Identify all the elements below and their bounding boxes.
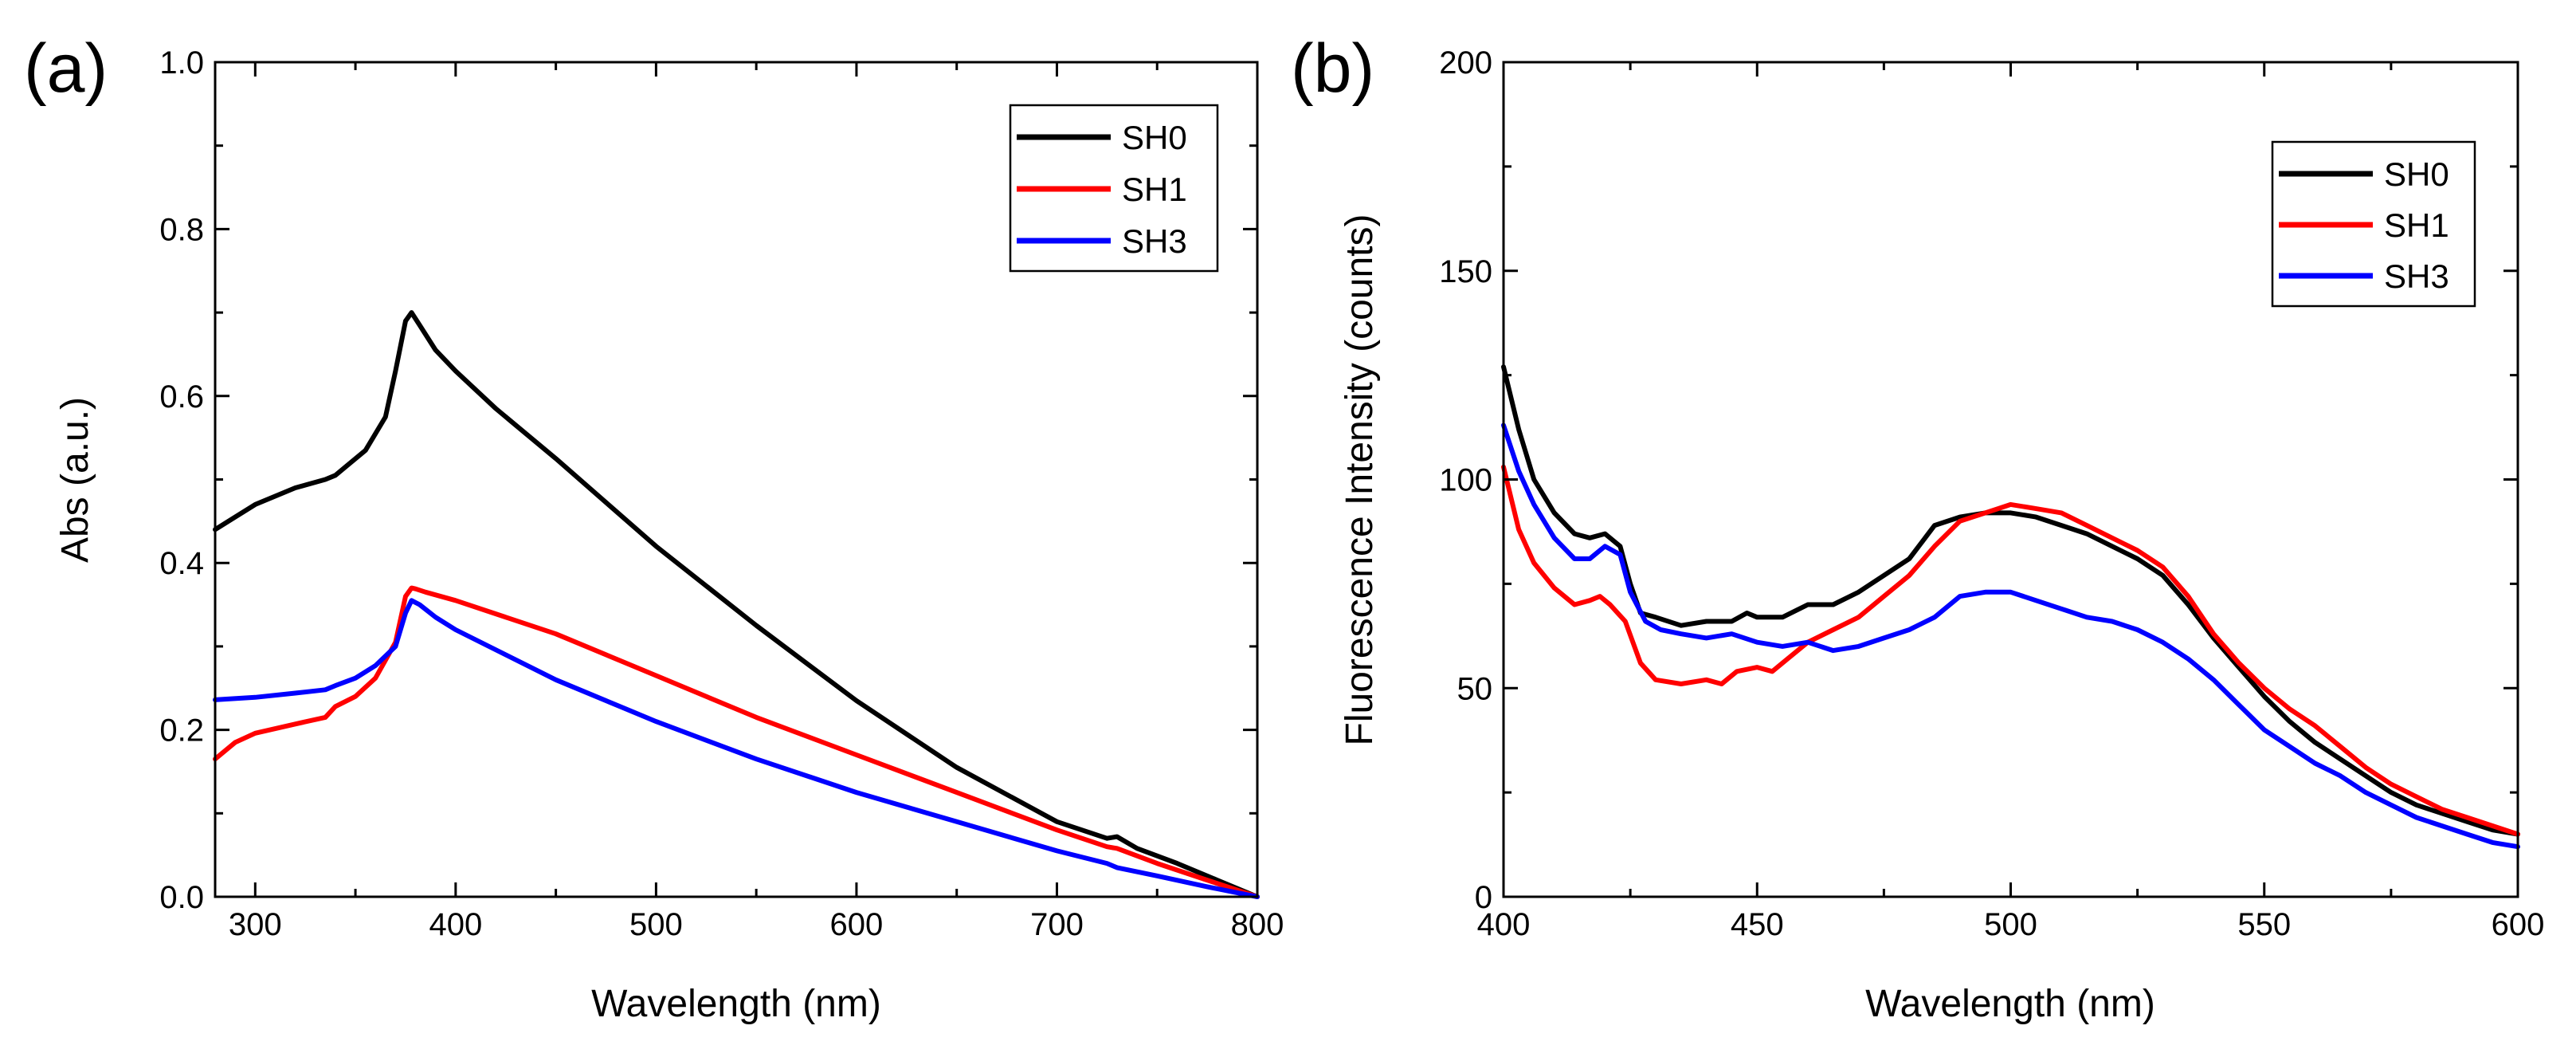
panel-a-y-tick-label: 0.4 — [159, 546, 204, 581]
panel-a-ticks: 300 400 500 600 700 800 0.0 0.2 0.4 0.6 0.8 1.0 — [159, 45, 1284, 942]
panel-a-y-tick-label: 0.2 — [159, 713, 204, 749]
panel-a-x-tick-label: 600 — [830, 907, 884, 942]
panel-a-series-sh3-line — [213, 598, 1260, 899]
panel-a-series-sh0-line — [213, 310, 1260, 899]
panel-a: (a) 300 400 500 600 700 800 0.0 0.2 0.4 0.6 0.8 1.0… — [24, 30, 1284, 1025]
panel-a-series-sh1-line — [213, 585, 1260, 899]
panel-a-y-tick-label: 0.8 — [159, 212, 204, 247]
panel-b-series-sh0-line — [1501, 364, 2520, 837]
panel-b-plot-area — [1501, 364, 2520, 850]
panel-b-x-tick-label: 400 — [1477, 907, 1531, 942]
panel-b-x-tick-label: 550 — [2237, 907, 2291, 942]
panel-a-y-axis-title: Abs (a.u.) — [54, 397, 96, 563]
panel-a-x-tick-label: 300 — [229, 907, 282, 942]
panel-b-legend-label-sh3: SH3 — [2384, 257, 2449, 295]
panel-a-label: (a) — [24, 30, 108, 107]
panel-b-ticks: 400 450 500 550 600 0 50 100 150 200 — [1439, 45, 2544, 942]
panel-b-y-tick-label: 50 — [1457, 671, 1493, 706]
panel-a-legend-label-sh3: SH3 — [1122, 222, 1187, 260]
panel-b-y-axis-title: Fluorescence Intensity (counts) — [1339, 214, 1381, 746]
panel-b-y-tick-label: 200 — [1439, 45, 1492, 81]
panel-a-x-tick-label: 700 — [1030, 907, 1084, 942]
panel-b-legend-label-sh1: SH1 — [2384, 206, 2449, 244]
panel-b-legend-label-sh0: SH0 — [2384, 155, 2449, 193]
panel-a-legend-label-sh0: SH0 — [1122, 119, 1187, 156]
panel-b-x-tick-label: 450 — [1731, 907, 1784, 942]
panel-b-series-sh3-line — [1501, 422, 2520, 850]
panel-b-x-tick-label: 500 — [1984, 907, 2037, 942]
panel-a-y-tick-label: 0.6 — [159, 379, 204, 415]
panel-b-x-axis-title: Wavelength (nm) — [1865, 983, 2155, 1025]
panel-b-series-sh1-line — [1501, 464, 2520, 837]
panel-b-x-tick-label: 600 — [2492, 907, 2545, 942]
panel-b-y-tick-label: 150 — [1439, 254, 1492, 289]
panel-a-legend: SH0 SH1 SH3 — [1009, 104, 1219, 273]
panel-b: (b) 400 450 500 550 600 0 50 100 150 200 Waveleng… — [1291, 30, 2544, 1025]
panel-b-label: (b) — [1291, 30, 1374, 107]
panel-a-x-tick-label: 500 — [629, 907, 683, 942]
panel-b-y-tick-label: 100 — [1439, 463, 1492, 498]
panel-a-plot-area — [213, 310, 1260, 899]
panel-a-legend-label-sh1: SH1 — [1122, 171, 1187, 208]
panel-a-x-tick-label: 800 — [1231, 907, 1284, 942]
panel-b-legend: SH0 SH1 SH3 — [2271, 140, 2476, 308]
panel-a-y-tick-label: 1.0 — [159, 45, 204, 81]
panel-b-y-tick-label: 0 — [1475, 880, 1492, 915]
panel-a-x-tick-label: 400 — [429, 907, 482, 942]
panel-a-y-tick-label: 0.0 — [159, 880, 204, 915]
panel-a-x-axis-title: Wavelength (nm) — [591, 983, 881, 1025]
